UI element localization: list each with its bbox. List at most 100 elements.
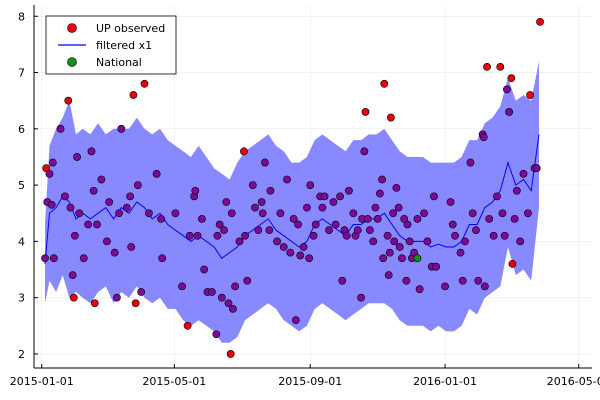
national-point <box>413 254 422 263</box>
observed-point <box>145 209 153 218</box>
y-tick-label: 8 <box>18 10 25 23</box>
observed-point <box>224 299 233 308</box>
observed-point <box>420 209 428 218</box>
observed-point <box>193 231 202 240</box>
observed-point <box>227 209 236 218</box>
legend: UP observed filtered x1 National <box>45 15 177 75</box>
observed-point <box>90 299 99 308</box>
observed-point <box>392 184 401 192</box>
observed-point <box>140 79 149 88</box>
observed-point <box>137 288 146 296</box>
observed-point <box>510 214 519 223</box>
observed-point <box>403 220 412 229</box>
observed-point <box>500 231 509 240</box>
observed-point <box>185 231 194 240</box>
observed-point <box>498 209 507 218</box>
observed-point <box>240 147 248 156</box>
observed-point <box>480 282 489 291</box>
observed-point <box>279 243 288 251</box>
observed-point <box>395 243 404 251</box>
legend-label: National <box>96 56 142 69</box>
observed-point <box>379 254 388 263</box>
observed-point <box>472 226 480 235</box>
legend-box <box>45 15 177 75</box>
observed-point <box>212 330 221 339</box>
observed-point <box>296 251 305 260</box>
observed-point <box>342 231 351 240</box>
observed-point <box>251 203 259 212</box>
observed-point <box>383 231 392 240</box>
observed-point <box>519 169 528 178</box>
observed-point <box>366 226 374 235</box>
observed-point <box>68 271 77 280</box>
observed-point <box>191 186 200 195</box>
observed-point <box>305 254 314 263</box>
observed-point <box>261 158 269 167</box>
observed-point <box>329 198 338 206</box>
observed-point <box>451 231 459 240</box>
observed-point <box>75 209 84 218</box>
observed-point <box>299 243 308 251</box>
observed-point <box>479 133 488 142</box>
observed-point <box>47 200 56 209</box>
observed-point <box>357 293 365 302</box>
y-tick-label: 6 <box>18 123 25 136</box>
observed-point <box>532 164 541 173</box>
observed-point <box>231 282 240 291</box>
observed-point <box>97 175 106 184</box>
observed-point <box>56 124 65 133</box>
observed-point <box>325 226 333 235</box>
observed-point <box>448 220 457 229</box>
observed-point <box>373 214 382 223</box>
observed-point <box>485 214 494 223</box>
observed-point <box>536 17 544 26</box>
observed-point <box>371 203 380 212</box>
axes: 2015-01-01 2015-05-01 2015-09-01 2016-01-01… <box>10 5 600 388</box>
observed-point <box>360 147 369 156</box>
observed-point <box>496 63 505 71</box>
observed-points <box>41 17 544 358</box>
observed-point <box>220 226 228 235</box>
observed-point <box>291 316 300 325</box>
observed-point <box>493 192 501 201</box>
observed-point <box>415 285 424 294</box>
observed-point <box>386 113 395 122</box>
observed-point <box>361 108 370 116</box>
observed-point <box>66 203 75 212</box>
observed-point <box>79 254 88 263</box>
observed-point <box>254 226 263 235</box>
observed-point <box>461 237 469 246</box>
observed-point <box>273 237 281 246</box>
observed-point <box>286 248 295 257</box>
observed-point <box>512 186 521 195</box>
observed-point <box>200 265 209 274</box>
x-tick-label: 2015-05-01 <box>142 375 206 388</box>
observed-point <box>129 91 138 99</box>
observed-point <box>394 203 403 212</box>
observed-point <box>258 209 267 218</box>
observed-point <box>402 276 411 285</box>
observed-point <box>84 220 93 229</box>
observed-point <box>405 237 414 246</box>
y-tick-label: 2 <box>18 348 25 361</box>
observed-point <box>446 198 455 206</box>
observed-point <box>353 226 362 235</box>
observed-point <box>178 282 186 291</box>
observed-point <box>398 254 406 263</box>
observed-point <box>423 237 432 246</box>
observed-point <box>89 186 98 195</box>
observed-point <box>311 220 320 229</box>
observed-point <box>61 192 69 201</box>
observed-point <box>131 299 140 308</box>
x-tick-label: 2015-09-01 <box>278 375 342 388</box>
observed-point <box>413 214 422 223</box>
observed-point <box>483 63 491 71</box>
legend-swatch-marker <box>67 23 77 33</box>
observed-point <box>215 220 224 229</box>
observed-point <box>73 153 81 161</box>
observed-point <box>152 169 161 178</box>
legend-label: UP observed <box>96 22 165 35</box>
observed-point <box>122 203 131 212</box>
